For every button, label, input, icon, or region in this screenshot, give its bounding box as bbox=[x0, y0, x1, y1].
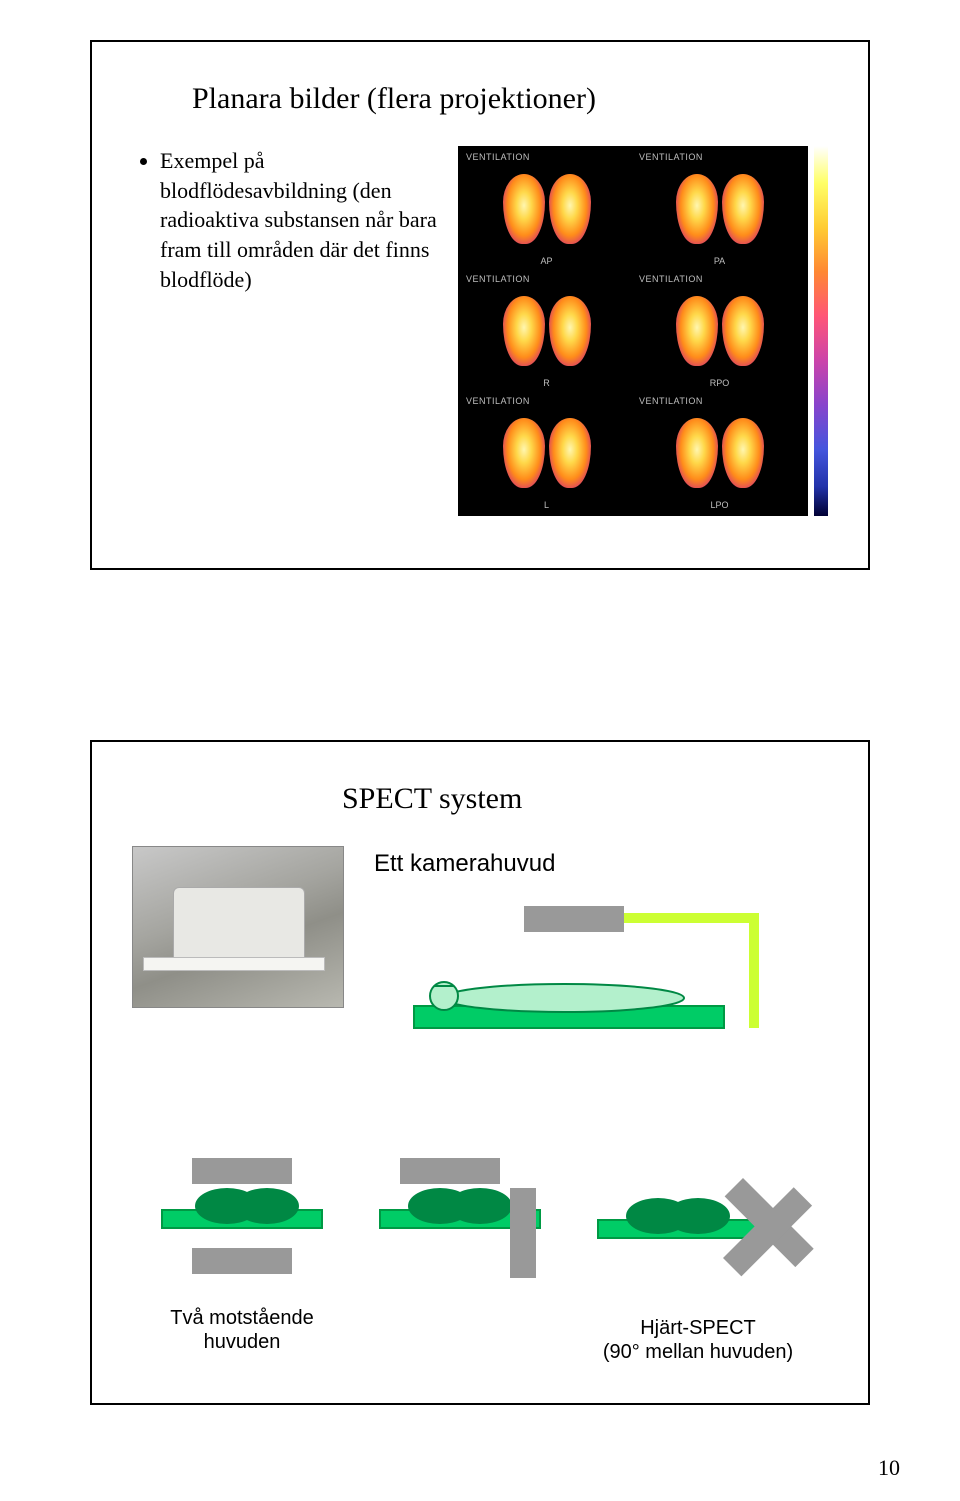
l-shape-cell bbox=[360, 1148, 560, 1364]
colorbar bbox=[814, 146, 828, 516]
lungs-icon bbox=[676, 418, 764, 488]
slide2-title: SPECT system bbox=[342, 782, 828, 816]
scan-sublabel: LPO bbox=[710, 500, 728, 510]
scan-sublabel: R bbox=[543, 378, 550, 388]
lungs-icon bbox=[503, 296, 591, 366]
single-camera-svg bbox=[374, 878, 814, 1058]
slide-planar-images: Planara bilder (flera projektioner) Exem… bbox=[90, 40, 870, 570]
spect-machine-photo bbox=[132, 846, 344, 1008]
scan-label-top: VENTILATION bbox=[466, 274, 530, 284]
scan-sublabel: PA bbox=[714, 256, 725, 266]
single-camera-diagram bbox=[374, 878, 814, 1058]
scan-label-top: VENTILATION bbox=[466, 396, 530, 406]
slide2-top-row: Ett kamerahuvud bbox=[132, 846, 828, 1058]
scan-label-top: VENTILATION bbox=[466, 152, 530, 162]
scan-label-top: VENTILATION bbox=[639, 152, 703, 162]
scan-label-top: VENTILATION bbox=[639, 396, 703, 406]
opposing-heads-svg bbox=[142, 1148, 342, 1288]
scan-cell-r: VENTILATION R bbox=[462, 272, 631, 390]
lung-scan-grid: VENTILATION AP VENTILATION PA VENTILATIO… bbox=[458, 146, 808, 516]
opposing-heads-label: Två motstående huvuden bbox=[170, 1306, 313, 1354]
single-camera-block: Ett kamerahuvud bbox=[374, 846, 814, 1058]
scan-label-top: VENTILATION bbox=[639, 274, 703, 284]
lungs-icon bbox=[503, 418, 591, 488]
lungs-icon bbox=[676, 296, 764, 366]
scan-cell-lpo: VENTILATION LPO bbox=[635, 394, 804, 512]
scan-sublabel: L bbox=[544, 500, 549, 510]
scan-cell-pa: VENTILATION PA bbox=[635, 150, 804, 268]
l-shape-svg bbox=[360, 1148, 560, 1288]
slide1-content-row: Exempel på blodflödesavbildning (den rad… bbox=[132, 146, 828, 516]
scan-sublabel: AP bbox=[540, 256, 552, 266]
slide-spect-system: SPECT system Ett kamerahuvud bbox=[90, 740, 870, 1405]
opposing-heads-cell: Två motstående huvuden bbox=[142, 1148, 342, 1364]
heart-spect-svg bbox=[578, 1148, 818, 1298]
bottom-diagrams-row: Två motstående huvuden bbox=[132, 1148, 828, 1364]
heart-spect-cell: Hjärt-SPECT (90° mellan huvuden) bbox=[578, 1148, 818, 1364]
page-number: 10 bbox=[878, 1455, 900, 1481]
scan-cell-l: VENTILATION L bbox=[462, 394, 631, 512]
lung-scan-panel: VENTILATION AP VENTILATION PA VENTILATIO… bbox=[458, 146, 828, 516]
slide1-title: Planara bilder (flera projektioner) bbox=[192, 82, 828, 116]
scan-cell-ap: VENTILATION AP bbox=[462, 150, 631, 268]
heart-spect-label: Hjärt-SPECT (90° mellan huvuden) bbox=[603, 1316, 793, 1364]
lungs-icon bbox=[503, 174, 591, 244]
scan-cell-rpo: VENTILATION RPO bbox=[635, 272, 804, 390]
scan-sublabel: RPO bbox=[710, 378, 730, 388]
slide1-bullet: Exempel på blodflödesavbildning (den rad… bbox=[160, 146, 438, 294]
lung-scan-wrap: VENTILATION AP VENTILATION PA VENTILATIO… bbox=[458, 146, 828, 516]
single-camera-label: Ett kamerahuvud bbox=[374, 850, 814, 878]
slide1-bullet-block: Exempel på blodflödesavbildning (den rad… bbox=[132, 146, 438, 302]
lungs-icon bbox=[676, 174, 764, 244]
